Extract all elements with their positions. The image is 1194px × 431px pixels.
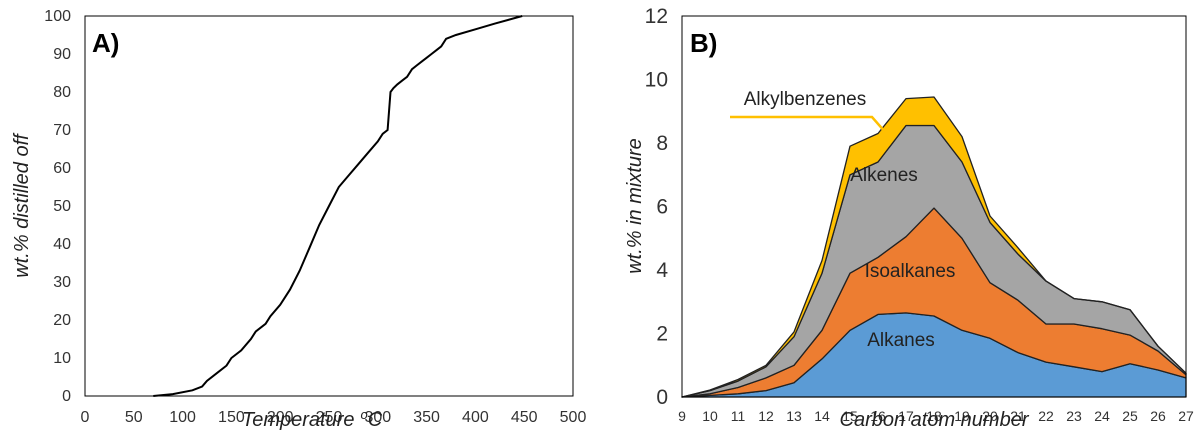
panel-a-x-tick-label: 50: [125, 409, 143, 426]
panel-b-x-tick-label: 15: [842, 408, 858, 424]
panel-a-x-ticks: 0 50 100 150 200 250 300 350 400 450 500: [81, 409, 587, 426]
panel-a-x-tick-label: 150: [218, 409, 245, 426]
panel-a-y-tick-label: 20: [53, 312, 71, 329]
panel-a-x-axis-title-text: Temperature: [242, 409, 355, 431]
panel-a-x-tick-label: 250: [316, 409, 343, 426]
panel-a-y-tick-label: 10: [53, 350, 71, 367]
panel-b-y-tick-label: 6: [656, 196, 668, 219]
panel-b-x-tick-label: 24: [1094, 408, 1110, 424]
panel-a-plot-frame: [84, 15, 574, 397]
panel-b-y-tick-label: 2: [656, 323, 668, 346]
panel-b-y-tick-label: 4: [656, 259, 668, 282]
panel-b-label: B): [690, 28, 717, 58]
panel-a-y-tick-label: 80: [53, 84, 71, 101]
panel-a-y-ticks: 0 10 20 30 40 50 60 70 80 90 100: [44, 8, 71, 405]
panel-a-y-tick-label: 40: [53, 236, 71, 253]
panel-b-x-tick-label: 19: [954, 408, 970, 424]
panel-a-x-axis-unit-letter: C: [368, 409, 383, 431]
panel-b-x-tick-label: 27: [1178, 408, 1194, 424]
panel-a-x-axis-title: Temperature oC: [242, 407, 383, 431]
panel-b-plot-frame: [681, 15, 1187, 398]
panel-a-y-axis-title: wt.% distilled off: [11, 132, 33, 278]
panel-b-x-axis-title: Carbon atom number: [840, 409, 1030, 431]
label-alkylbenzenes: Alkylbenzenes: [744, 89, 867, 110]
distillation-curve-line: [153, 15, 523, 397]
panel-a-x-tick-label: 200: [267, 409, 294, 426]
panel-b-y-tick-label: 10: [645, 69, 668, 92]
panel-a-x-tick-label: 100: [169, 409, 196, 426]
panel-b-stacked-areas: [681, 96, 1187, 398]
panel-b-x-tick-label: 25: [1122, 408, 1138, 424]
panel-b-x-tick-label: 18: [926, 408, 942, 424]
panel-a-y-tick-label: 0: [62, 388, 71, 405]
label-alkenes: Alkenes: [850, 165, 918, 186]
panel-a-x-tick-label: 450: [511, 409, 538, 426]
panel-a-y-tick-label: 90: [53, 46, 71, 63]
panel-b-x-tick-label: 9: [678, 408, 686, 424]
panel-b-x-tick-label: 12: [758, 408, 774, 424]
panel-a-y-tick-label: 100: [44, 8, 71, 25]
panel-a-x-axis-unit: oC: [360, 407, 382, 431]
panel-b-x-tick-label: 22: [1038, 408, 1054, 424]
panel-a-x-tick-label: 400: [462, 409, 489, 426]
panel-b-x-tick-label: 11: [731, 408, 746, 424]
label-isoalkanes: Isoalkanes: [865, 261, 956, 282]
alkylbenzenes-leader-line: [730, 115, 887, 134]
panel-b-x-tick-label: 17: [898, 408, 914, 424]
panel-b-x-ticks: 9 10 11 12 13 14 15 16 17 18 19 20 21 22 23 24 25 26 27: [678, 408, 1194, 424]
panel-b-x-tick-label: 20: [982, 408, 998, 424]
panel-b-x-tick-label: 10: [702, 408, 718, 424]
panel-b-y-ticks: 0 2 4 6 8 10 12: [645, 5, 669, 409]
panel-a-y-tick-label: 60: [53, 160, 71, 177]
panel-a-y-tick-label: 30: [53, 274, 71, 291]
panel-b-x-tick-label: 16: [870, 408, 886, 424]
panel-b-y-tick-label: 0: [656, 386, 668, 409]
panel-b-x-tick-label: 21: [1010, 408, 1026, 424]
panel-a-y-tick-label: 70: [53, 122, 71, 139]
panel-b-y-tick-label: 12: [645, 5, 668, 28]
panel-a-label: A): [92, 28, 119, 58]
panel-a-y-tick-label: 50: [53, 198, 71, 215]
panel-b-y-tick-label: 8: [656, 132, 668, 155]
panel-a-distillation-curve: 0 10 20 30 40 50 60 70 80 90 100 0 50 100 150 200 250 30…: [11, 8, 586, 431]
panel-a-x-axis-unit-degree: o: [360, 407, 367, 422]
panel-b-x-tick-label: 13: [786, 408, 802, 424]
panel-b-x-tick-label: 23: [1066, 408, 1082, 424]
panel-a-x-tick-label: 350: [413, 409, 440, 426]
panel-b-x-tick-label: 26: [1150, 408, 1166, 424]
panel-a-x-tick-label: 300: [364, 409, 391, 426]
panel-b-x-tick-label: 14: [814, 408, 830, 424]
panel-b-y-axis-title: wt.% in mixture: [624, 138, 646, 274]
label-alkanes: Alkanes: [867, 330, 935, 351]
panel-a-x-tick-label: 0: [81, 409, 90, 426]
panel-a-x-tick-label: 500: [560, 409, 587, 426]
